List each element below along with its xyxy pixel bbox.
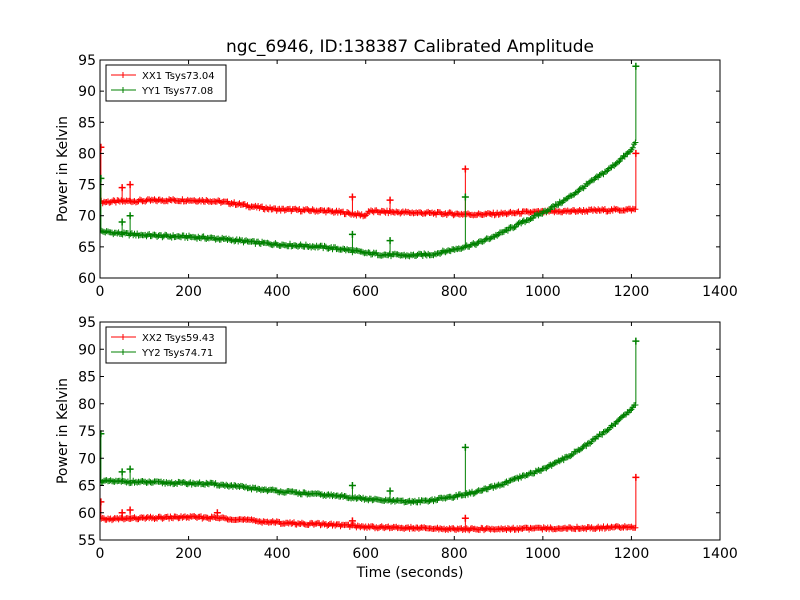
- series-spike-marker: [461, 514, 469, 522]
- series-spike-marker: [213, 509, 221, 517]
- series-spike-marker: [632, 473, 640, 481]
- series-spike-marker: [348, 517, 356, 525]
- series-spike-marker: [386, 237, 394, 245]
- legend-marker: [120, 87, 126, 93]
- series-spike-marker: [632, 149, 640, 157]
- legend-entry: XX2 Tsys59.43: [142, 333, 215, 344]
- plot-bottom: 0 200 400 600 800 1000 1200 1400 55 60 65 70 75 80 85 9…: [55, 315, 738, 581]
- series-spike-marker: [126, 181, 134, 189]
- x-tick-label: 1400: [702, 546, 738, 562]
- series-spike-marker: [461, 443, 469, 451]
- x-tick-label: 800: [441, 284, 468, 300]
- axes-frame: [99, 59, 721, 279]
- y-tick-label: 80: [78, 397, 96, 413]
- x-tick-label: 1000: [525, 546, 561, 562]
- series-spike-marker: [118, 218, 126, 226]
- series-0-1: [100, 62, 640, 260]
- series-markers: [100, 513, 639, 534]
- x-axis-label: Time (seconds): [356, 565, 464, 581]
- y-axis-label: Power in Kelvin: [55, 116, 71, 222]
- y-tick-label: 95: [78, 53, 96, 69]
- y-tick-label: 90: [78, 342, 96, 358]
- y-tick-label: 95: [78, 315, 96, 331]
- legend-entry: YY2 Tsys74.71: [141, 348, 213, 359]
- x-tick-label: 400: [264, 284, 291, 300]
- y-tick-label: 75: [78, 178, 96, 194]
- series-1-1: [100, 337, 640, 506]
- y-tick-label: 60: [78, 271, 96, 287]
- x-tick-label: 1200: [614, 546, 650, 562]
- legend-marker: [120, 72, 126, 78]
- legend-box: [105, 326, 227, 364]
- series-spike-marker: [118, 184, 126, 192]
- y-tick-label: 90: [78, 84, 96, 100]
- series-spike-marker: [118, 509, 126, 517]
- legend-entry: YY1 Tsys77.08: [141, 86, 213, 97]
- series-markers: [100, 139, 639, 260]
- plot-top: 0 200 400 600 800 1000 1200 1400 60 65 70 75 80 85 90 9…: [55, 53, 738, 300]
- series-spike-marker: [100, 498, 105, 506]
- y-tick-label: 80: [78, 146, 96, 162]
- y-tick-label: 65: [78, 479, 96, 495]
- y-tick-label: 55: [78, 533, 96, 549]
- y-axis-label: Power in Kelvin: [55, 378, 71, 484]
- x-tick-label: 1000: [525, 284, 561, 300]
- series-markers: [100, 402, 639, 506]
- legend: XX1 Tsys73.04 YY1 Tsys77.08: [105, 64, 227, 102]
- legend-marker: [120, 349, 126, 355]
- series-spike-marker: [461, 193, 469, 201]
- series-spike-marker: [118, 468, 126, 476]
- series-spike-marker: [386, 487, 394, 495]
- series-spike-marker: [126, 465, 134, 473]
- x-tick-label: 600: [352, 546, 379, 562]
- series-spike-marker: [100, 143, 105, 151]
- y-tick-label: 85: [78, 370, 96, 386]
- y-tick-label: 60: [78, 506, 96, 522]
- series-line: [100, 404, 636, 504]
- x-tick-label: 0: [96, 284, 105, 300]
- series-spike-marker: [461, 165, 469, 173]
- series-spike-marker: [348, 230, 356, 238]
- legend-box: [105, 64, 227, 102]
- series-spike-marker: [126, 506, 134, 514]
- series-spike-marker: [632, 337, 640, 345]
- x-tick-label: 600: [352, 284, 379, 300]
- y-tick-label: 85: [78, 115, 96, 131]
- series-spike-marker: [348, 193, 356, 201]
- x-tick-label: 1200: [614, 284, 650, 300]
- series-1-0: [100, 473, 640, 534]
- series-markers: [100, 196, 639, 220]
- series-spike-marker: [348, 482, 356, 489]
- y-tick-label: 75: [78, 424, 96, 440]
- y-tick-label: 65: [78, 240, 96, 256]
- series-spike-marker: [100, 174, 105, 182]
- series-spike-marker: [126, 212, 134, 220]
- series-spike-marker: [632, 62, 640, 70]
- legend: XX2 Tsys59.43 YY2 Tsys74.71: [105, 326, 227, 364]
- y-tick-label: 70: [78, 209, 96, 225]
- series-spike-marker: [386, 196, 394, 204]
- series-0-0: [100, 143, 640, 220]
- x-tick-label: 400: [264, 546, 291, 562]
- x-tick-label: 800: [441, 546, 468, 562]
- x-tick-label: 200: [175, 546, 202, 562]
- legend-marker: [120, 334, 126, 340]
- legend-entry: XX1 Tsys73.04: [142, 71, 215, 82]
- x-tick-label: 0: [96, 546, 105, 562]
- y-tick-label: 70: [78, 451, 96, 467]
- figure-title: ngc_6946, ID:138387 Calibrated Amplitude: [226, 37, 594, 57]
- x-tick-label: 200: [175, 284, 202, 300]
- x-tick-label: 1400: [702, 284, 738, 300]
